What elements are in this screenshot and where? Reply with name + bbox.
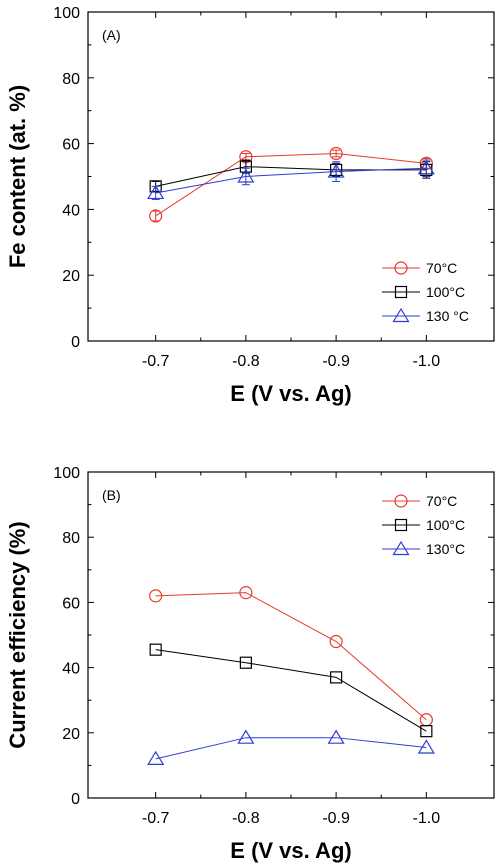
panel-b: 0 20 40 60 80 100 -0.7 -0.8 -0.9 -1.0 E (V vs. Ag)…	[5, 465, 495, 863]
y-tick-label: 40	[62, 661, 80, 678]
legend-label: 70°C	[426, 260, 457, 276]
legend-label: 100°C	[426, 517, 465, 533]
panel-label: (B)	[102, 487, 121, 503]
y-tick-label: 20	[62, 726, 80, 743]
x-tick-label: -0.7	[142, 353, 170, 370]
y-tick-label: 80	[62, 530, 80, 547]
legend-marker-square	[394, 518, 408, 532]
x-tick-label: -0.9	[322, 810, 350, 827]
data-point-triangle	[147, 750, 165, 765]
data-point-triangle	[237, 729, 255, 744]
data-point-square	[330, 671, 343, 684]
legend-label: 130 °C	[426, 308, 469, 324]
x-axis-title: E (V vs. Ag)	[230, 381, 351, 406]
series-triangle: 130°C	[147, 540, 465, 765]
series-circle: 70°C	[149, 493, 457, 727]
legend-marker-square	[394, 285, 408, 299]
series-triangle: 130 °C	[147, 159, 469, 324]
y-tick-label: 40	[62, 202, 80, 219]
legend-marker-circle	[394, 261, 408, 275]
series-line	[155, 167, 427, 194]
y-tick-label: 100	[53, 465, 80, 482]
y-axis-title: Fe content (at. %)	[5, 85, 30, 268]
series-line	[155, 592, 427, 721]
x-tick-label: -0.8	[232, 810, 260, 827]
y-axis-title: Current efficiency (%)	[5, 521, 30, 748]
legend-label: 100°C	[426, 284, 465, 300]
data-point-triangle	[417, 739, 435, 754]
x-tick-label: -1.0	[413, 353, 441, 370]
data-point-circle	[329, 634, 343, 649]
data-point-square	[149, 643, 162, 656]
data-point-circle	[329, 146, 343, 161]
series-line	[155, 737, 427, 760]
data-point-triangle	[417, 160, 435, 175]
panel-a: 0 20 40 60 80 100 -0.7 -0.8 -0.9 -1.0 E (V vs. Ag)…	[5, 5, 495, 406]
data-point-circle	[239, 586, 253, 600]
y-tick-label: 80	[62, 71, 80, 88]
y-tick-label: 20	[62, 268, 80, 285]
panel-label: (A)	[102, 27, 121, 43]
data-point-circle	[149, 589, 163, 603]
legend-label: 70°C	[426, 493, 457, 509]
x-tick-label: -0.8	[232, 353, 260, 370]
series-square: 100°C	[149, 159, 465, 300]
legend-marker-circle	[394, 494, 408, 508]
legend-label: 130°C	[426, 541, 465, 557]
y-tick-label: 0	[71, 791, 80, 808]
series-square: 100°C	[149, 517, 465, 738]
x-tick-label: -0.7	[142, 810, 170, 827]
y-tick-label: 60	[62, 595, 80, 612]
data-point-triangle	[327, 163, 345, 178]
series-line	[155, 152, 427, 217]
data-point-circle	[149, 209, 163, 223]
data-point-square	[420, 725, 433, 738]
series-line	[155, 649, 427, 732]
x-tick-label: -0.9	[322, 353, 350, 370]
x-axis-title: E (V vs. Ag)	[230, 838, 351, 863]
series-circle: 70°C	[149, 146, 457, 276]
legend-marker-triangle	[392, 307, 410, 323]
x-tick-label: -1.0	[413, 810, 441, 827]
y-tick-label: 100	[53, 5, 80, 22]
data-point-triangle	[327, 729, 345, 744]
data-point-square	[239, 656, 252, 669]
data-point-triangle	[237, 168, 255, 183]
legend-marker-triangle	[392, 540, 410, 556]
y-tick-label: 60	[62, 137, 80, 154]
data-point-triangle	[147, 184, 165, 200]
y-tick-label: 0	[71, 334, 80, 351]
